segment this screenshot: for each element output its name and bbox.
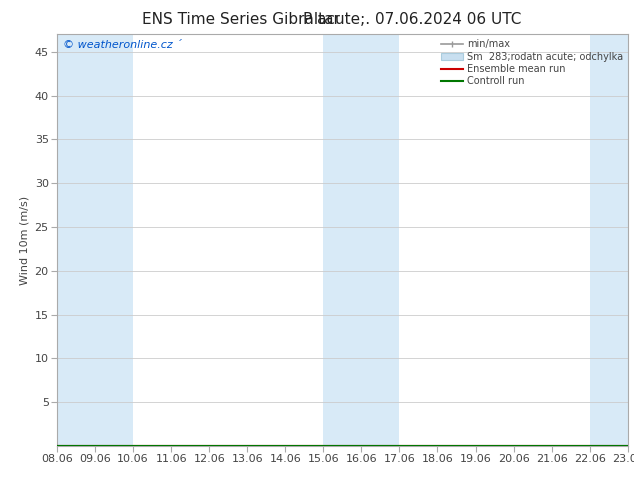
Text: ENS Time Series Gibraltar: ENS Time Series Gibraltar	[142, 12, 340, 27]
Bar	[590, 34, 628, 446]
Legend: min/max, Sm  283;rodatn acute; odchylka, Ensemble mean run, Controll run: min/max, Sm 283;rodatn acute; odchylka, …	[439, 37, 624, 88]
Text: P acute;. 07.06.2024 06 UTC: P acute;. 07.06.2024 06 UTC	[303, 12, 521, 27]
Bar	[57, 34, 95, 446]
Y-axis label: Wind 10m (m/s): Wind 10m (m/s)	[19, 196, 29, 285]
Bar	[361, 34, 399, 446]
Text: © weatheronline.cz ´: © weatheronline.cz ´	[63, 41, 181, 50]
Bar	[95, 34, 133, 446]
Bar	[323, 34, 361, 446]
